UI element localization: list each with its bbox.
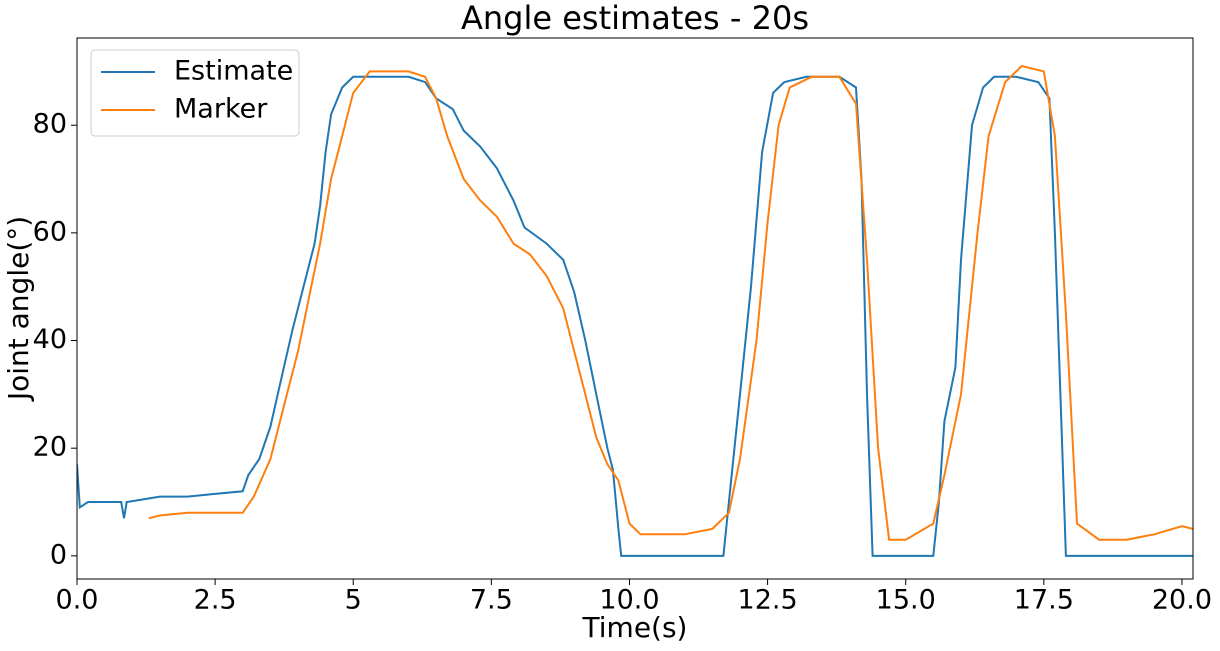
x-tick-label: 5 bbox=[345, 585, 362, 616]
chart-title: Angle estimates - 20s bbox=[461, 0, 809, 37]
y-tick-label: 40 bbox=[33, 324, 67, 355]
x-tick-label: 15.0 bbox=[876, 585, 936, 616]
y-tick-label: 0 bbox=[50, 539, 67, 570]
x-tick-label: 2.5 bbox=[194, 585, 237, 616]
x-tick-label: 7.5 bbox=[470, 585, 513, 616]
y-tick-label: 20 bbox=[33, 432, 67, 463]
x-tick-label: 17.5 bbox=[1014, 585, 1074, 616]
legend-label: Marker bbox=[174, 94, 268, 125]
x-tick-label: 20.0 bbox=[1152, 585, 1212, 616]
y-tick-label: 80 bbox=[33, 109, 67, 140]
series-line bbox=[148, 64, 1193, 541]
y-tick-label: 60 bbox=[33, 216, 67, 247]
series-line bbox=[77, 75, 1193, 557]
x-tick-label: 12.5 bbox=[738, 585, 798, 616]
x-tick-label: 0.0 bbox=[56, 585, 99, 616]
x-axis-label: Time(s) bbox=[582, 611, 688, 644]
plot-frame bbox=[76, 37, 1194, 580]
y-axis-label: Joint angle(°) bbox=[2, 216, 35, 402]
x-tick-label: 10.0 bbox=[599, 585, 659, 616]
legend-label: Estimate bbox=[174, 56, 293, 87]
